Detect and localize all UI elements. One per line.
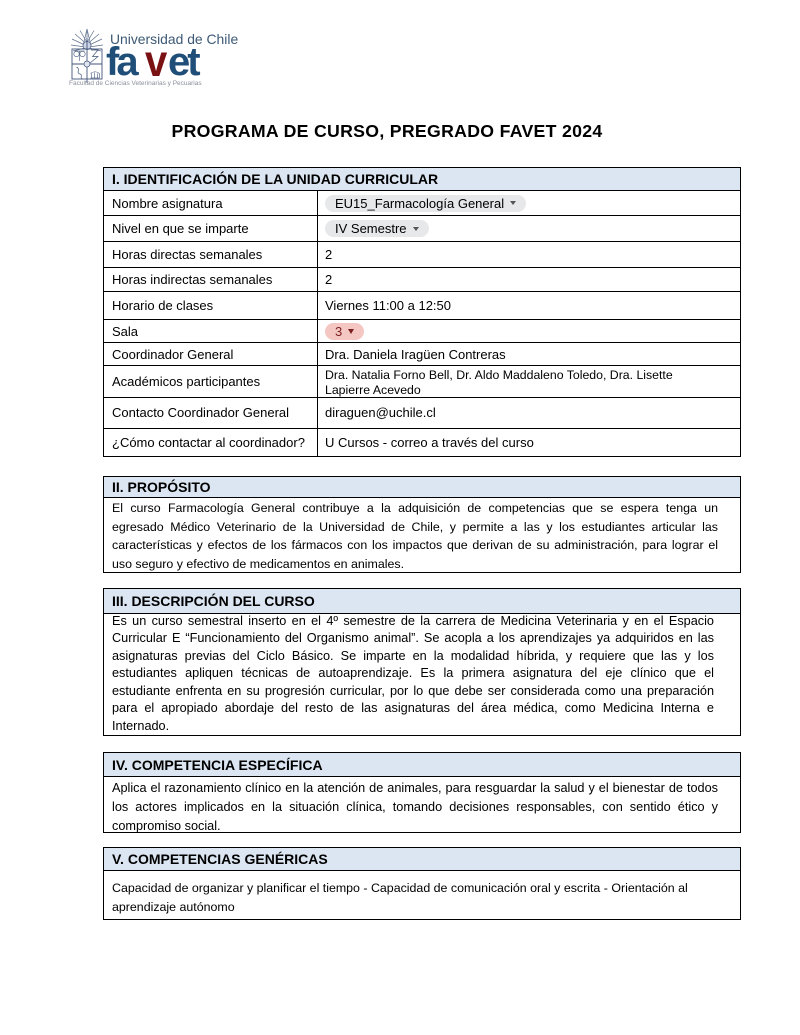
- svg-text:fa: fa: [106, 40, 139, 84]
- svg-text:Facultad de Ciencias Veterinar: Facultad de Ciencias Veterinarias y Pecu…: [69, 80, 202, 87]
- svg-text:et: et: [168, 40, 200, 84]
- svg-text:v: v: [145, 36, 168, 86]
